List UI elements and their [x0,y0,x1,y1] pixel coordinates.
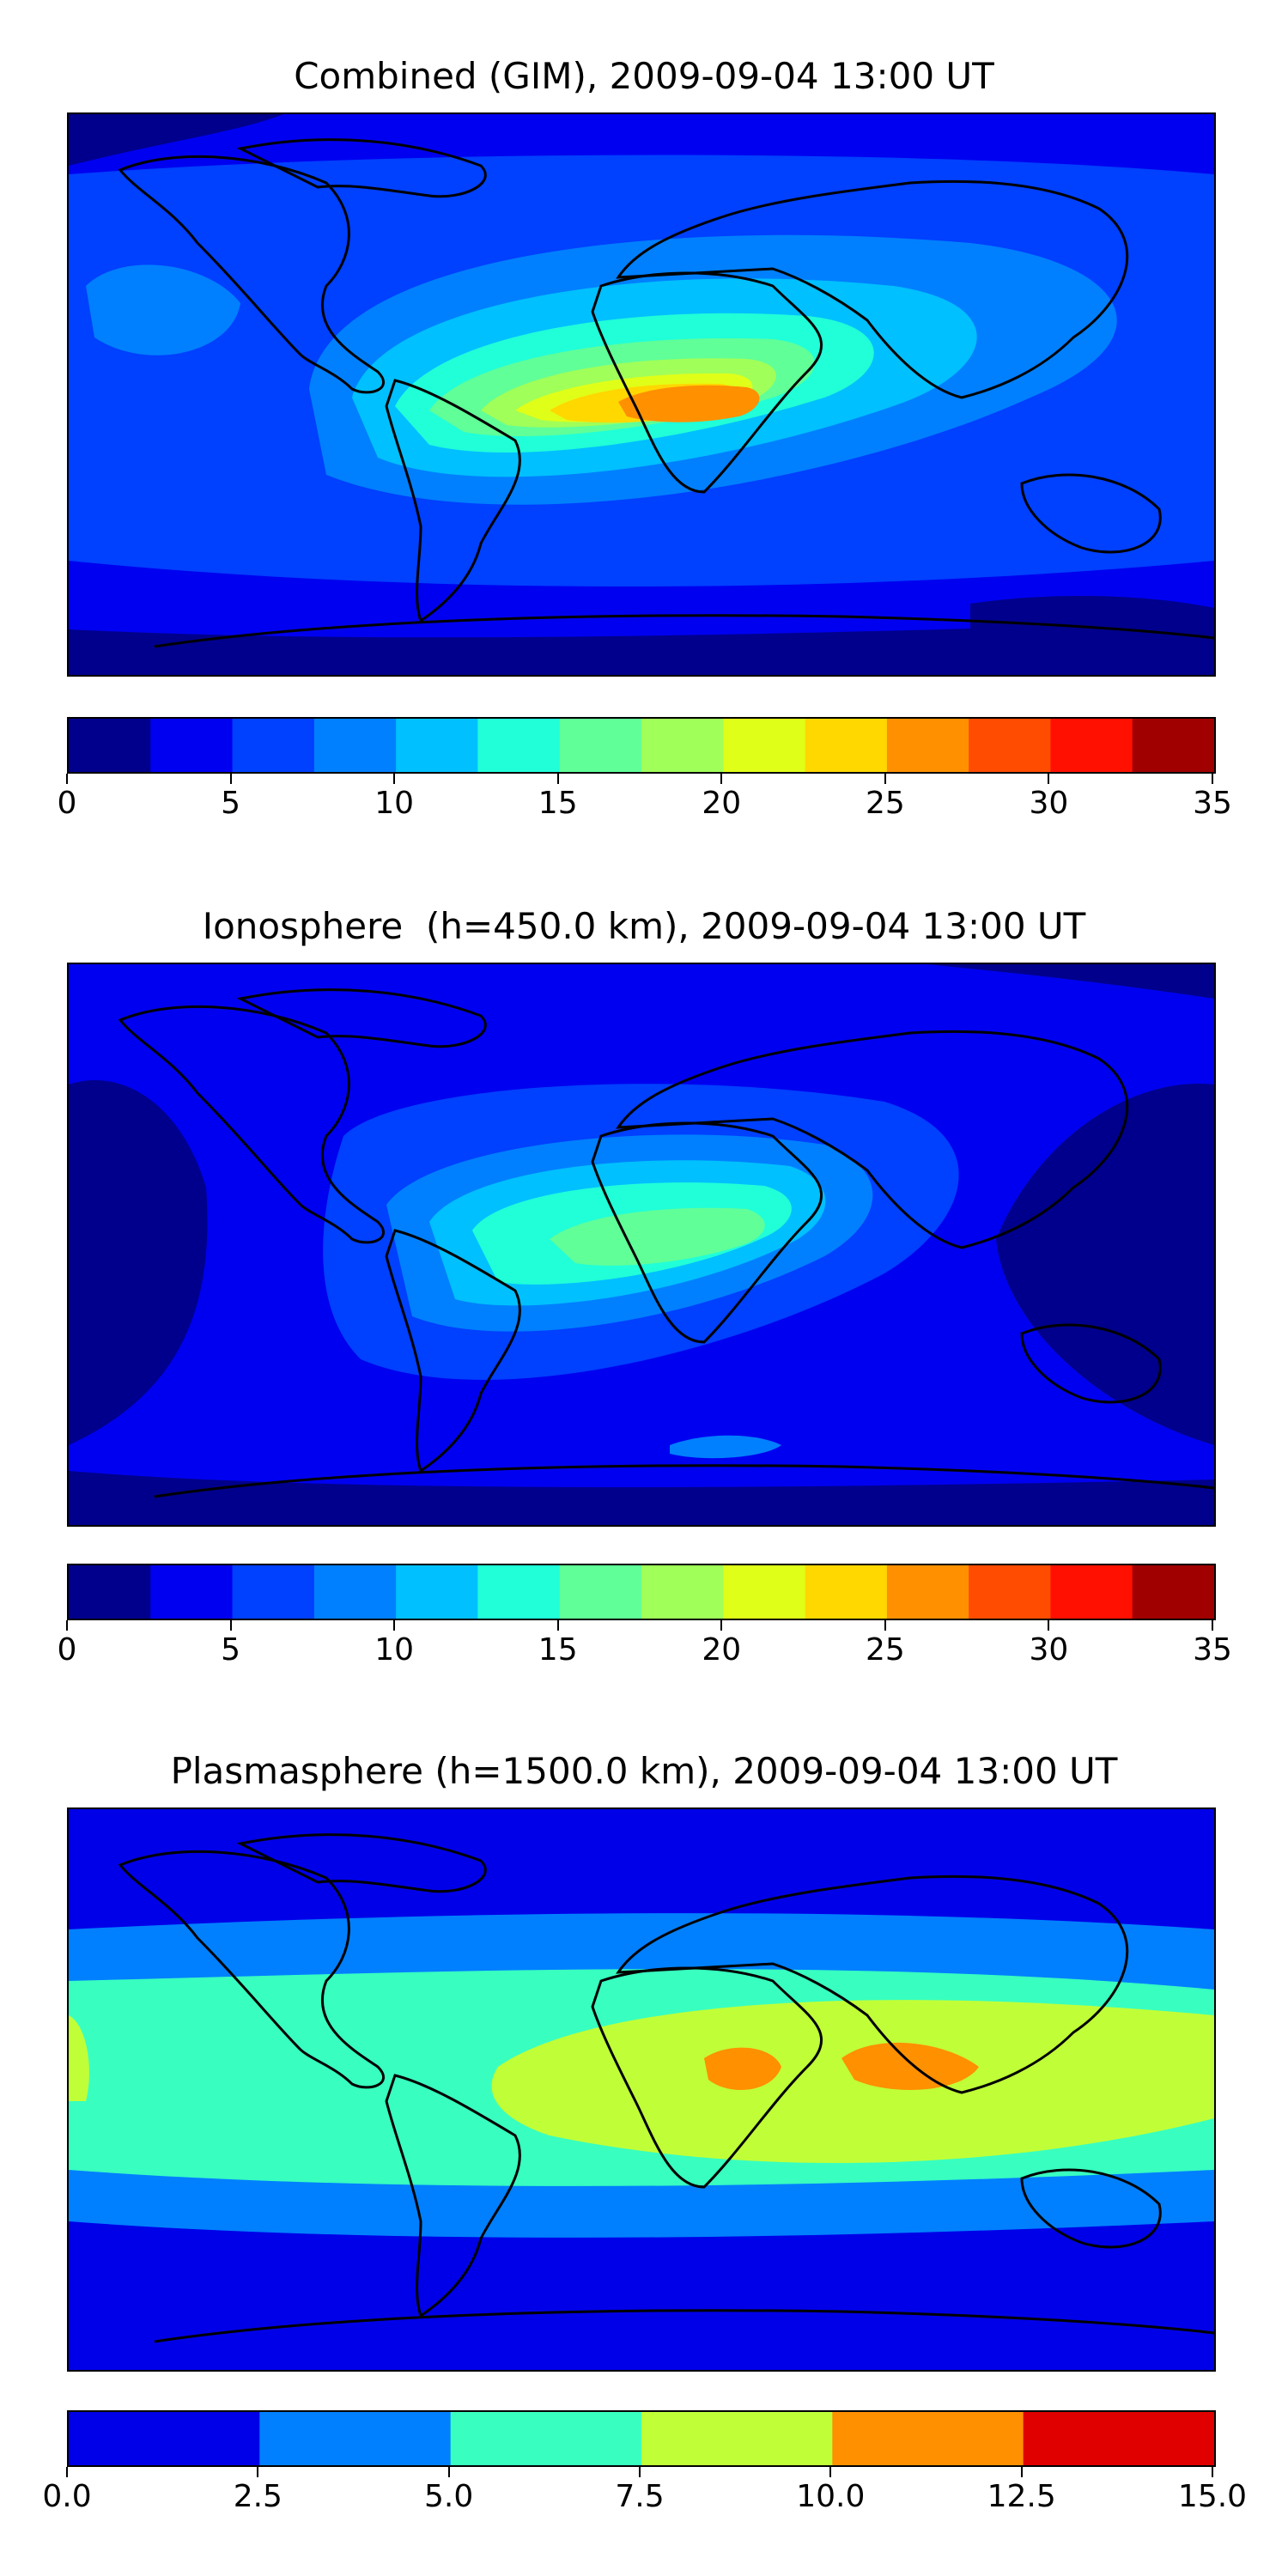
tick-mark [884,774,886,784]
tick-label: 25 [865,786,905,821]
tick-label: 35 [1193,786,1232,821]
colorbar-segment [832,2412,1024,2465]
colorbar-segment [1132,719,1214,772]
tick-mark [829,2467,832,2477]
panel-1-colorbar-ticks: 0 5 10 15 20 25 30 35 [58,774,1232,825]
colorbar-segment [69,2412,260,2465]
tick-label: 15 [538,786,578,821]
tick-label: 10 [374,786,415,821]
colorbar-segment [313,719,397,772]
tick-mark [1212,774,1213,784]
colorbar-segment [641,719,724,772]
tec-contours [69,964,1214,1525]
colorbar-segment [396,1565,479,1619]
tick-mark [66,774,68,784]
colorbar-segment [450,2412,642,2465]
panel-2-colorbar-ticks: 0 5 10 15 20 25 30 35 [58,1620,1232,1672]
colorbar-segment [232,719,315,772]
coastlines [118,988,1214,1498]
colorbar-segment [723,719,806,772]
colorbar-segment [259,2412,452,2465]
tick-mark [393,774,396,784]
tick-mark [1048,1620,1050,1631]
density-contours [69,1913,1214,2238]
tick-label: 35 [1193,1632,1232,1668]
colorbar-segment [69,1565,151,1619]
panel-3-title: Plasmasphere (h=1500.0 km), 2009-09-04 1… [170,1750,1118,1792]
tick-label: 0 [57,786,77,821]
colorbar-segment [641,1565,724,1619]
tick-mark [720,1620,723,1631]
coastlines [118,138,1214,648]
colorbar-segment [559,719,642,772]
tick-mark [393,1620,396,1631]
colorbar-segment [969,1565,1052,1619]
tick-mark [556,1620,559,1631]
colorbar-segment [1023,2412,1214,2465]
tick-label: 30 [1029,786,1069,821]
tick-mark [884,1620,886,1631]
panel-3-map [67,1807,1216,2372]
tick-mark [1212,2467,1213,2477]
tick-label: 20 [702,1632,742,1668]
colorbar-segment [1050,1565,1133,1619]
colorbar-segment [477,1565,561,1619]
panel-1-map [67,112,1216,677]
colorbar-segment [477,719,561,772]
tick-mark [1048,774,1050,784]
tick-mark [257,2467,259,2477]
tick-label: 5 [221,1632,241,1668]
tick-label: 5 [221,786,241,821]
tick-label: 15 [538,1632,578,1668]
panel-3-colorbar [67,2410,1216,2467]
tick-label: 10.0 [796,2479,866,2514]
tick-label: 0.0 [42,2479,92,2514]
panel-1-title: Combined (GIM), 2009-09-04 13:00 UT [294,55,994,97]
colorbar-segment [805,1565,888,1619]
tick-label: 30 [1029,1632,1069,1668]
colorbar-segment [69,719,151,772]
tick-mark [66,1620,68,1631]
tick-label: 12.5 [987,2479,1056,2514]
panel-1-colorbar [67,717,1216,774]
colorbar-segment [396,719,479,772]
tick-label: 0 [57,1632,77,1668]
tick-label: 5.0 [424,2479,474,2514]
colorbar-segment [150,1565,234,1619]
tick-mark [447,2467,450,2477]
colorbar-segment [886,719,969,772]
tick-label: 2.5 [233,2479,283,2514]
colorbar-segment [1132,1565,1214,1619]
tick-mark [639,2467,641,2477]
tick-mark [1212,1620,1213,1631]
panel-2-map [67,963,1216,1527]
panel-2-title: Ionosphere (h=450.0 km), 2009-09-04 13:0… [202,905,1086,947]
tick-mark [229,774,232,784]
tick-label: 20 [702,786,742,821]
colorbar-segment [559,1565,642,1619]
tick-mark [66,2467,68,2477]
panel-3-colorbar-ticks: 0.0 2.5 5.0 7.5 10.0 12.5 15.0 [42,2467,1247,2518]
colorbar-segment [723,1565,806,1619]
tick-mark [556,774,559,784]
tick-label: 15.0 [1177,2479,1248,2514]
tick-mark [720,774,723,784]
colorbar-segment [313,1565,397,1619]
tick-label: 7.5 [615,2479,665,2514]
colorbar-segment [150,719,234,772]
coastlines [118,1833,1214,2343]
colorbar-segment [969,719,1052,772]
colorbar-segment [641,2412,833,2465]
tick-label: 25 [865,1632,905,1668]
tick-mark [229,1620,232,1631]
colorbar-segment [886,1565,969,1619]
colorbar-segment [1050,719,1133,772]
colorbar-segment [232,1565,315,1619]
panel-2-colorbar [67,1564,1216,1620]
colorbar-segment [805,719,888,772]
tick-mark [1020,2467,1023,2477]
tick-label: 10 [374,1632,415,1668]
